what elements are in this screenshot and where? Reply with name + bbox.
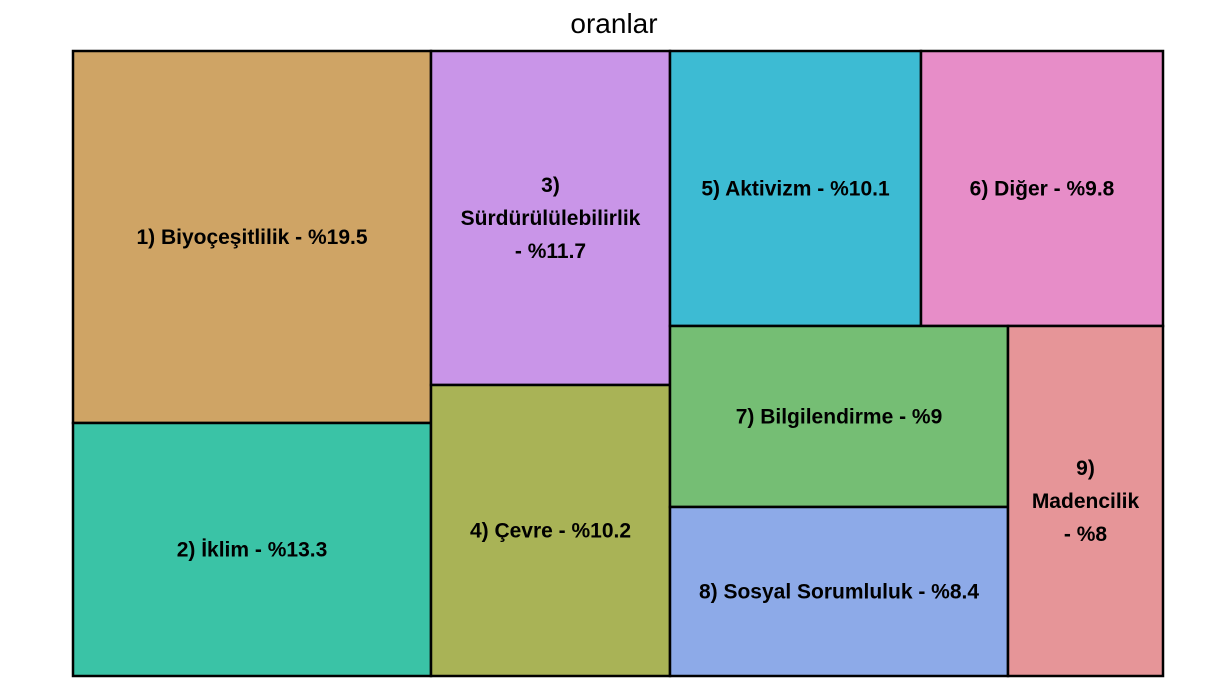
treemap-tile: 6) Diğer - %9.8 [919,49,1165,328]
treemap-tile: 1) Biyoçeşitlilik - %19.5 [71,49,433,425]
treemap-tile-label-line: 9) [1076,457,1095,480]
treemap-tile-label-line: 1) Biyoçeşitlilik - %19.5 [136,226,367,249]
treemap-tile-label: 2) İklim - %13.3 [177,539,328,562]
treemap-tile-label: 6) Diğer - %9.8 [970,178,1115,201]
treemap-tile-rect [71,421,433,678]
treemap-tile-label-line: 5) Aktivizm - %10.1 [701,178,890,201]
treemap-tile-label-line: 2) İklim - %13.3 [177,539,328,562]
treemap-tile-label: 1) Biyoçeşitlilik - %19.5 [136,226,367,249]
treemap-tile-label: 7) Bilgilendirme - %9 [736,406,943,429]
treemap-tile-rect [1006,324,1165,678]
treemap-tile-rect [919,49,1165,328]
treemap-tile-label: 4) Çevre - %10.2 [470,520,631,543]
treemap-tile-label-line: 8) Sosyal Sorumluluk - %8.4 [699,581,979,604]
treemap-tile-label-line: - %11.7 [515,240,586,263]
treemap-tile-label-line: 7) Bilgilendirme - %9 [736,406,943,429]
treemap-tile: 4) Çevre - %10.2 [429,383,672,678]
treemap-tile: 7) Bilgilendirme - %9 [668,324,1010,509]
chart-title: oranlar [570,8,658,39]
treemap-tile: 5) Aktivizm - %10.1 [668,49,923,328]
treemap-tile-label-line: 3) [541,174,560,197]
treemap-tile-label-line: Madencilik [1032,490,1140,513]
treemap-tile-label-line: - %8 [1064,523,1108,546]
treemap-tile-label-line: Sürdürülülebilirlik [461,207,641,230]
treemap-tile: 2) İklim - %13.3 [71,421,433,678]
treemap-tile-rect [71,49,433,425]
treemap-tile-label: 3) Sürdürülülebilirlik - %11.7 [461,174,641,263]
treemap-tile-label-line: 6) Diğer - %9.8 [970,178,1115,201]
treemap-tile: 9) Madencilik - %8 [1006,324,1165,678]
treemap-tile-label: 9) Madencilik - %8 [1032,457,1140,546]
treemap-tile-label: 5) Aktivizm - %10.1 [701,178,890,201]
treemap-tile-label: 8) Sosyal Sorumluluk - %8.4 [699,581,979,604]
treemap-tile: 8) Sosyal Sorumluluk - %8.4 [668,505,1010,678]
treemap-tile-rect [668,505,1010,678]
treemap-tile: 3) Sürdürülülebilirlik - %11.7 [429,49,672,387]
treemap-tile-rect [429,49,672,387]
treemap-tile-rect [668,324,1010,509]
treemap-tile-label-line: 4) Çevre - %10.2 [470,520,631,543]
